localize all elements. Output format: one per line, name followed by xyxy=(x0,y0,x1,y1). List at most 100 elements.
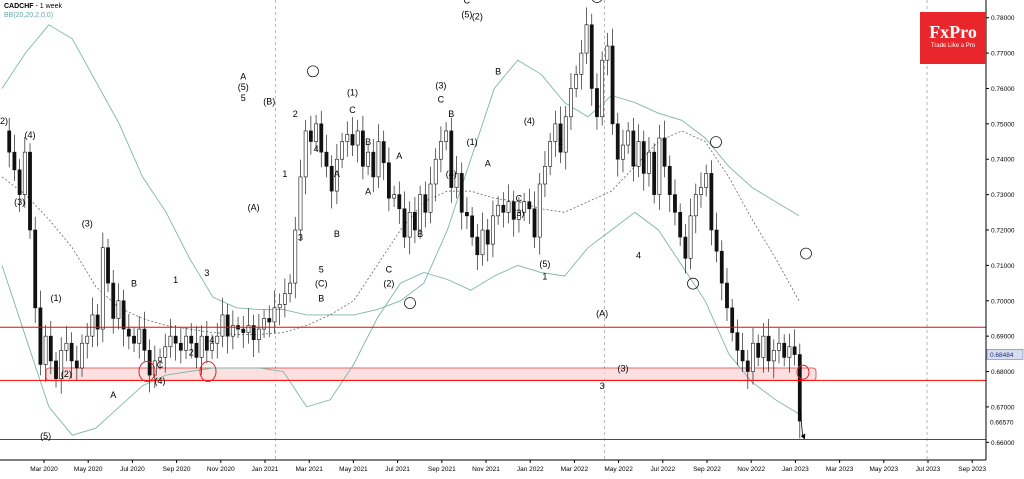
time-tick-label: Jan 2023 xyxy=(782,466,809,473)
candle-bull xyxy=(569,88,573,118)
wave-label-circle xyxy=(591,0,603,3)
wave-label: B xyxy=(131,279,137,289)
candle-bear xyxy=(33,229,38,309)
time-tick-label: May 2022 xyxy=(604,466,633,473)
candle-bear xyxy=(12,151,17,171)
candle-bear xyxy=(397,194,402,210)
candle-bear xyxy=(189,335,194,344)
time-tick-label: Jul 2020 xyxy=(120,466,145,473)
time-tick-label: Mar 2020 xyxy=(30,466,58,473)
wave-label: B xyxy=(448,109,454,119)
wave-label: (C) xyxy=(315,279,328,289)
wave-label: (5) xyxy=(238,82,249,92)
candle-bear xyxy=(48,335,53,362)
time-tick-label: Mar 2023 xyxy=(826,466,854,473)
fxpro-logo: FxPro Trade Like a Pro xyxy=(920,12,986,64)
candle-bull xyxy=(433,158,438,185)
wave-label: (4) xyxy=(524,116,535,126)
candle-bear xyxy=(673,194,677,213)
wave-label: (5) xyxy=(40,431,51,441)
wave-label: C xyxy=(349,105,356,115)
time-tick-label: May 2023 xyxy=(870,466,899,473)
wave-label: B xyxy=(318,293,324,303)
wave-label-circle xyxy=(404,297,416,309)
wave-label: A xyxy=(110,390,116,400)
wave-label: C xyxy=(516,194,523,204)
candle-bear xyxy=(459,173,464,213)
candle-bear xyxy=(194,342,199,358)
price-tick-label: 0.67000 xyxy=(991,404,1015,411)
candle-bear xyxy=(511,201,516,220)
wave-label: (B) xyxy=(263,96,275,106)
candle-bear xyxy=(782,342,787,358)
candle-bull xyxy=(584,24,589,54)
candle-bear xyxy=(470,215,475,238)
wave-label: 5 xyxy=(241,93,246,103)
brand-name: FxPro xyxy=(929,22,977,42)
candle-bull xyxy=(59,350,64,379)
candle-bull xyxy=(771,350,776,362)
wave-label: C xyxy=(157,360,164,370)
wave-label: (3) xyxy=(617,364,628,374)
candle-bull xyxy=(277,304,282,309)
candle-bull xyxy=(704,173,709,188)
wave-label: 2 xyxy=(558,137,563,147)
wave-label: 4 xyxy=(636,250,641,260)
candle-bear xyxy=(225,314,230,337)
candle-bull xyxy=(262,318,266,330)
wave-label: A xyxy=(240,72,246,82)
wave-label: B xyxy=(417,229,423,239)
candle-bear xyxy=(111,282,116,319)
wave-label-circle xyxy=(710,136,722,148)
candle-bull xyxy=(100,247,105,330)
candle-bear xyxy=(319,123,324,153)
candle-bull xyxy=(563,116,568,153)
candle-bull xyxy=(345,134,350,142)
candle-bull xyxy=(392,194,396,199)
wave-label: (5) xyxy=(539,259,550,269)
candle-bull xyxy=(553,123,558,142)
wave-label: (3) xyxy=(82,218,93,228)
current-price-label: 0.68484 xyxy=(990,352,1014,359)
candle-bull xyxy=(543,166,547,185)
candle-bull xyxy=(548,141,553,167)
brand-tagline: Trade Like a Pro xyxy=(930,43,976,49)
wave-label: C xyxy=(464,0,471,6)
candle-bull xyxy=(199,335,204,358)
highlight-circle xyxy=(138,361,156,383)
price-tick-label: 0.77000 xyxy=(991,51,1015,58)
projection-arrow xyxy=(799,406,804,438)
price-tick-label: 0.68000 xyxy=(991,369,1015,376)
candle-bear xyxy=(745,360,750,372)
candle-bull xyxy=(787,346,792,358)
indicator-label: BB(20,20,2,0,0) xyxy=(4,12,54,19)
current-price-tag xyxy=(986,349,1024,360)
price-tick-label: 0.69000 xyxy=(991,334,1015,341)
time-tick-label: Jan 2022 xyxy=(517,466,544,473)
bollinger-upper-band xyxy=(1,24,800,316)
candle-bull xyxy=(647,151,651,174)
candle-bear xyxy=(74,360,79,369)
candle-bull xyxy=(282,293,287,305)
price-tick-label: 0.70000 xyxy=(991,298,1015,305)
candle-bear xyxy=(615,123,620,160)
candle-bull xyxy=(90,314,95,337)
price-tick-label: 0.76000 xyxy=(991,86,1015,93)
wave-label: 3 xyxy=(204,268,209,278)
wave-label-circle xyxy=(687,277,699,290)
symbol-label: CADCHF xyxy=(4,3,34,10)
candle-bear xyxy=(662,137,667,167)
candle-bear xyxy=(595,88,599,118)
candle-bull xyxy=(600,59,605,118)
candle-bull xyxy=(428,183,433,213)
wave-label: B xyxy=(334,229,340,239)
candle-bear xyxy=(386,162,391,199)
candle-bear xyxy=(106,247,110,284)
candle-bull xyxy=(407,212,412,238)
wave-label: B xyxy=(365,137,371,147)
candle-bull xyxy=(636,141,641,167)
candle-bear xyxy=(475,236,480,256)
candle-bear xyxy=(241,328,246,333)
wave-label: (3) xyxy=(513,208,524,218)
